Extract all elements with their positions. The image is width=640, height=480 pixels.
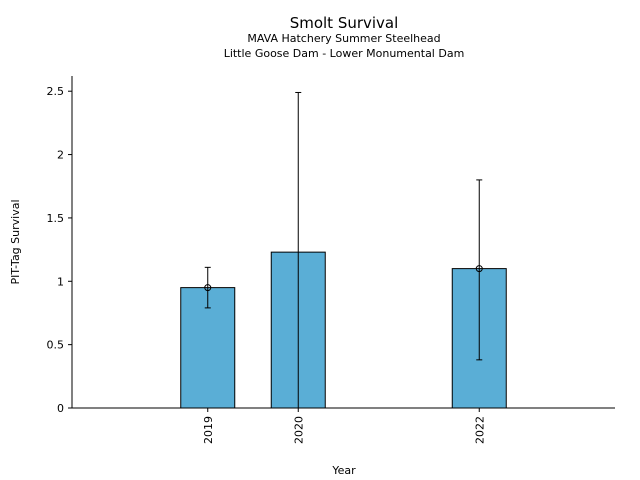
chart-subtitle-1: MAVA Hatchery Summer Steelhead <box>247 32 440 45</box>
x-tick-label: 2020 <box>292 416 305 444</box>
y-tick-label: 1.5 <box>47 212 65 225</box>
point-marker-2022 <box>475 265 483 273</box>
x-tick-label: 2019 <box>202 416 215 444</box>
point-marker-2019 <box>204 284 212 292</box>
x-axis-label: Year <box>331 464 356 477</box>
plot-area: 0 0.5 1 1.5 2 2.5 2019 2020 2022 <box>47 76 615 444</box>
y-axis-label: PIT-Tag Survival <box>9 199 22 284</box>
y-tick-label: 0 <box>57 402 64 415</box>
y-tick-label: 2.5 <box>47 85 65 98</box>
chart-subtitle-2: Little Goose Dam - Lower Monumental Dam <box>224 47 465 60</box>
chart-title: Smolt Survival <box>290 14 399 32</box>
y-tick-label: 0.5 <box>47 339 65 352</box>
y-tick-label: 2 <box>57 149 64 162</box>
y-tick-label: 1 <box>57 275 64 288</box>
x-tick-label: 2022 <box>473 416 486 444</box>
